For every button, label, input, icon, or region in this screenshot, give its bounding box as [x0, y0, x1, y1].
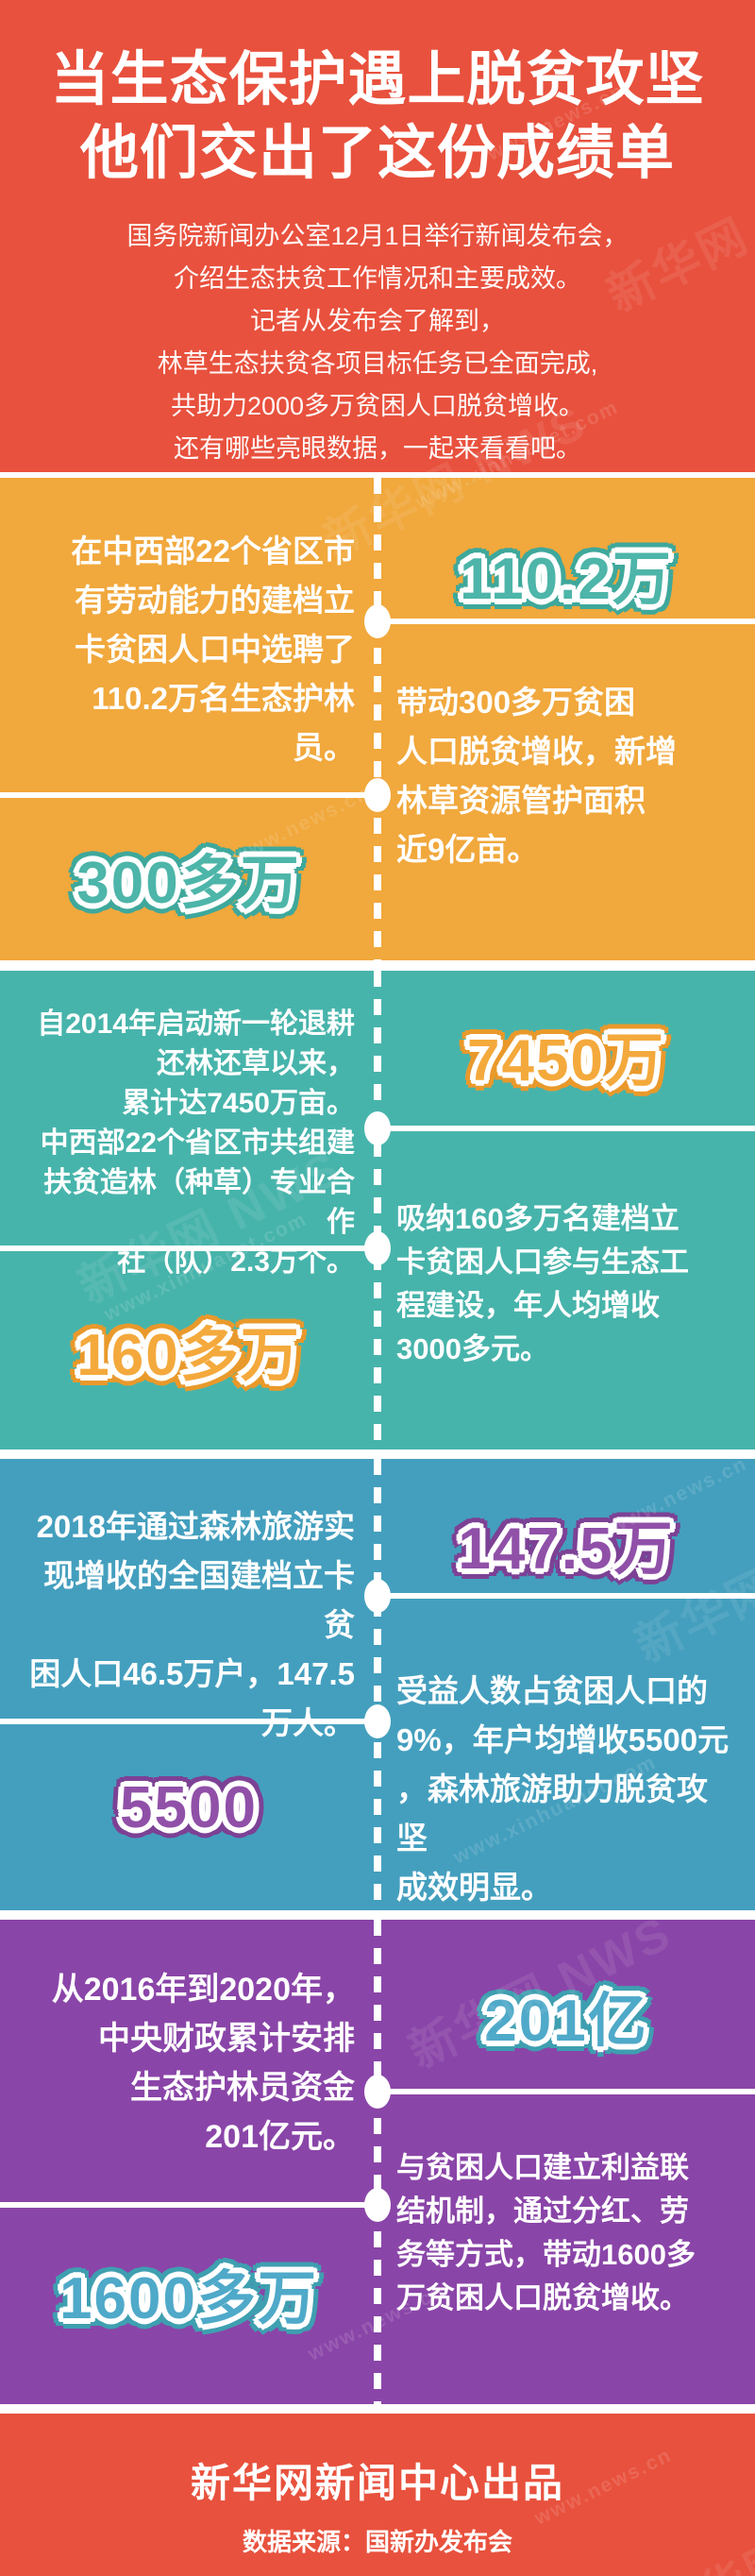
- stat-number: 201亿: [484, 1989, 648, 2054]
- stat-text-line: 万贫困人口脱贫增收。: [396, 2281, 689, 2314]
- stat-text-line: 社（队）2.3万个。: [117, 1246, 355, 1278]
- stat-text-line: 201亿元。: [205, 2119, 355, 2155]
- stat-text: 吸纳160多万名建档立 卡贫困人口参与生态工 程建设，年人均增收 3000多元。: [396, 1197, 738, 1371]
- timeline-dot: [364, 1579, 391, 1613]
- stat-text: 自2014年启动新一轮退耕 还林还草以来， 累计达7450万亩。 中西部22个省…: [26, 1005, 355, 1282]
- stat-number: 110.2万: [460, 547, 673, 612]
- stat-text-line: 110.2万名生态护林: [92, 681, 355, 716]
- intro-line: 国务院新闻办公室12月1日举行新闻发布会，: [126, 222, 629, 250]
- stat-text-line: 累计达7450万亩。: [122, 1088, 355, 1119]
- separator-line: [0, 2202, 378, 2208]
- timeline-dot: [364, 1111, 391, 1145]
- stat-text: 从2016年到2020年， 中央财政累计安排 生态护林员资金 201亿元。: [26, 1965, 355, 2161]
- intro-line: 林草生态扶贫各项目标任务已全面完成,: [157, 349, 598, 378]
- separator-line: [378, 1126, 755, 1131]
- stat-text: 与贫困人口建立利益联 结机制，通过分红、劳 务等方式，带动1600多 万贫困人口…: [396, 2146, 738, 2320]
- stat-text: 在中西部22个省区市 有劳动能力的建档立 卡贫困人口中选聘了 110.2万名生态…: [26, 527, 355, 772]
- stat-number: 147.5万: [458, 1517, 675, 1582]
- stat-text: 2018年通过森林旅游实 现增收的全国建档立卡贫 困人口46.5万户，147.5…: [26, 1502, 355, 1748]
- stat-number: 300多万: [76, 851, 301, 916]
- page-title-line2: 他们交出了这份成绩单: [79, 121, 675, 186]
- data-source: 数据来源：国新办发布会: [242, 2528, 512, 2556]
- stat-number: 160多万: [76, 1323, 301, 1388]
- footer-section: 新华网新闻中心出品 数据来源：国新办发布会: [0, 2414, 755, 2576]
- stat-text-line: 扶贫造林（种草）专业合作: [43, 1167, 355, 1238]
- separator-line: [0, 1246, 378, 1251]
- timeline-dot: [364, 778, 391, 812]
- stat-text-line: 在中西部22个省区市: [71, 534, 355, 568]
- page-title-line1: 当生态保护遇上脱贫攻坚: [50, 47, 705, 112]
- stat-text-line: 3000多元。: [396, 1332, 549, 1365]
- stat-text-line: 卡贫困人口中选聘了: [75, 632, 355, 667]
- stat-text-line: 务等方式，带动1600多: [396, 2238, 696, 2271]
- intro-line: 记者从发布会了解到，: [250, 307, 505, 335]
- stat-text-line: 结机制，通过分红、劳: [396, 2195, 689, 2228]
- stat-text-line: ，森林旅游助力脱贫攻坚: [396, 1771, 708, 1856]
- stat-text-line: 生态护林员资金: [130, 2070, 355, 2106]
- timeline-dot: [364, 2075, 391, 2109]
- stat-text-line: 万人。: [261, 1705, 355, 1740]
- stat-text-line: 员。: [293, 730, 355, 765]
- timeline-dashed-line: [374, 1459, 381, 1910]
- intro-line: 介绍生态扶贫工作情况和主要成效。: [174, 264, 581, 293]
- separator-line: [378, 2089, 755, 2094]
- stat-text-line: 现增收的全国建档立卡贫: [43, 1558, 355, 1642]
- stat-text: 带动300多万贫困 人口脱贫增收，新增 林草资源管护面积 近9亿亩。: [396, 678, 738, 874]
- separator-line: [378, 619, 755, 624]
- stat-text: 受益人数占贫困人口的 9%，年户均增收5500元 ，森林旅游助力脱贫攻坚 成效明…: [396, 1667, 738, 1912]
- page-title: 当生态保护遇上脱贫攻坚 他们交出了这份成绩单: [0, 43, 755, 191]
- producer-credit: 新华网新闻中心出品: [190, 2461, 564, 2505]
- stat-text-line: 自2014年启动新一轮退耕: [37, 1008, 355, 1040]
- stat-section-tourism: 147.5万 2018年通过森林旅游实 现增收的全国建档立卡贫 困人口46.5万…: [0, 1459, 755, 1910]
- timeline-dot: [364, 604, 391, 638]
- stat-section-rangers: 110.2万 在中西部22个省区市 有劳动能力的建档立 卡贫困人口中选聘了 11…: [0, 478, 755, 960]
- stat-text-line: 还林还草以来，: [157, 1048, 355, 1079]
- stat-section-reforestation: 7450万 自2014年启动新一轮退耕 还林还草以来， 累计达7450万亩。 中…: [0, 971, 755, 1449]
- stat-text-line: 困人口46.5万户，147.5: [29, 1656, 355, 1691]
- separator-line: [378, 1593, 755, 1599]
- stat-text-line: 从2016年到2020年，: [51, 1972, 355, 2008]
- stat-text-line: 受益人数占贫困人口的: [396, 1673, 708, 1708]
- stat-text-line: 中央财政累计安排: [98, 2021, 355, 2057]
- timeline-dot: [364, 1704, 391, 1738]
- stat-number: 1600多万: [59, 2266, 318, 2331]
- stat-text-line: 林草资源管护面积: [396, 783, 646, 818]
- stat-text-line: 近9亿亩。: [396, 832, 539, 867]
- stat-section-funding: 201亿 从2016年到2020年， 中央财政累计安排 生态护林员资金 201亿…: [0, 1920, 755, 2404]
- separator-line: [0, 792, 378, 798]
- stat-text-line: 带动300多万贫困: [396, 685, 636, 720]
- stat-number: 7450万: [467, 1028, 665, 1093]
- stat-text-line: 与贫困人口建立利益联: [396, 2151, 689, 2184]
- timeline-dashed-line: [374, 478, 381, 960]
- stat-text-line: 有劳动能力的建档立: [75, 583, 355, 618]
- timeline-dot: [364, 2188, 391, 2222]
- stat-text-line: 成效明显。: [396, 1870, 552, 1905]
- stat-text-line: 中西部22个省区市共组建: [40, 1127, 355, 1159]
- timeline-dot: [364, 1231, 391, 1265]
- stat-text-line: 吸纳160多万名建档立: [396, 1202, 680, 1235]
- stat-text-line: 人口脱贫增收，新增: [396, 734, 677, 769]
- stat-text-line: 卡贫困人口参与生态工: [396, 1246, 689, 1279]
- stat-number: 5500: [120, 1775, 258, 1840]
- separator-line: [0, 1719, 378, 1724]
- header-section: 当生态保护遇上脱贫攻坚 他们交出了这份成绩单 国务院新闻办公室12月1日举行新闻…: [0, 0, 755, 472]
- stat-text-line: 程建设，年人均增收: [396, 1289, 660, 1322]
- stat-text-line: 2018年通过森林旅游实: [36, 1509, 355, 1544]
- timeline-dashed-line: [374, 1920, 381, 2404]
- intro-line: 还有哪些亮眼数据，一起来看看吧。: [174, 434, 581, 463]
- intro-line: 共助力2000多万贫困人口脱贫增收。: [170, 392, 585, 420]
- intro-paragraph: 国务院新闻办公室12月1日举行新闻发布会， 介绍生态扶贫工作情况和主要成效。 记…: [0, 215, 755, 470]
- stat-text-line: 9%，年户均增收5500元: [396, 1722, 730, 1757]
- timeline-dashed-line: [374, 971, 381, 1449]
